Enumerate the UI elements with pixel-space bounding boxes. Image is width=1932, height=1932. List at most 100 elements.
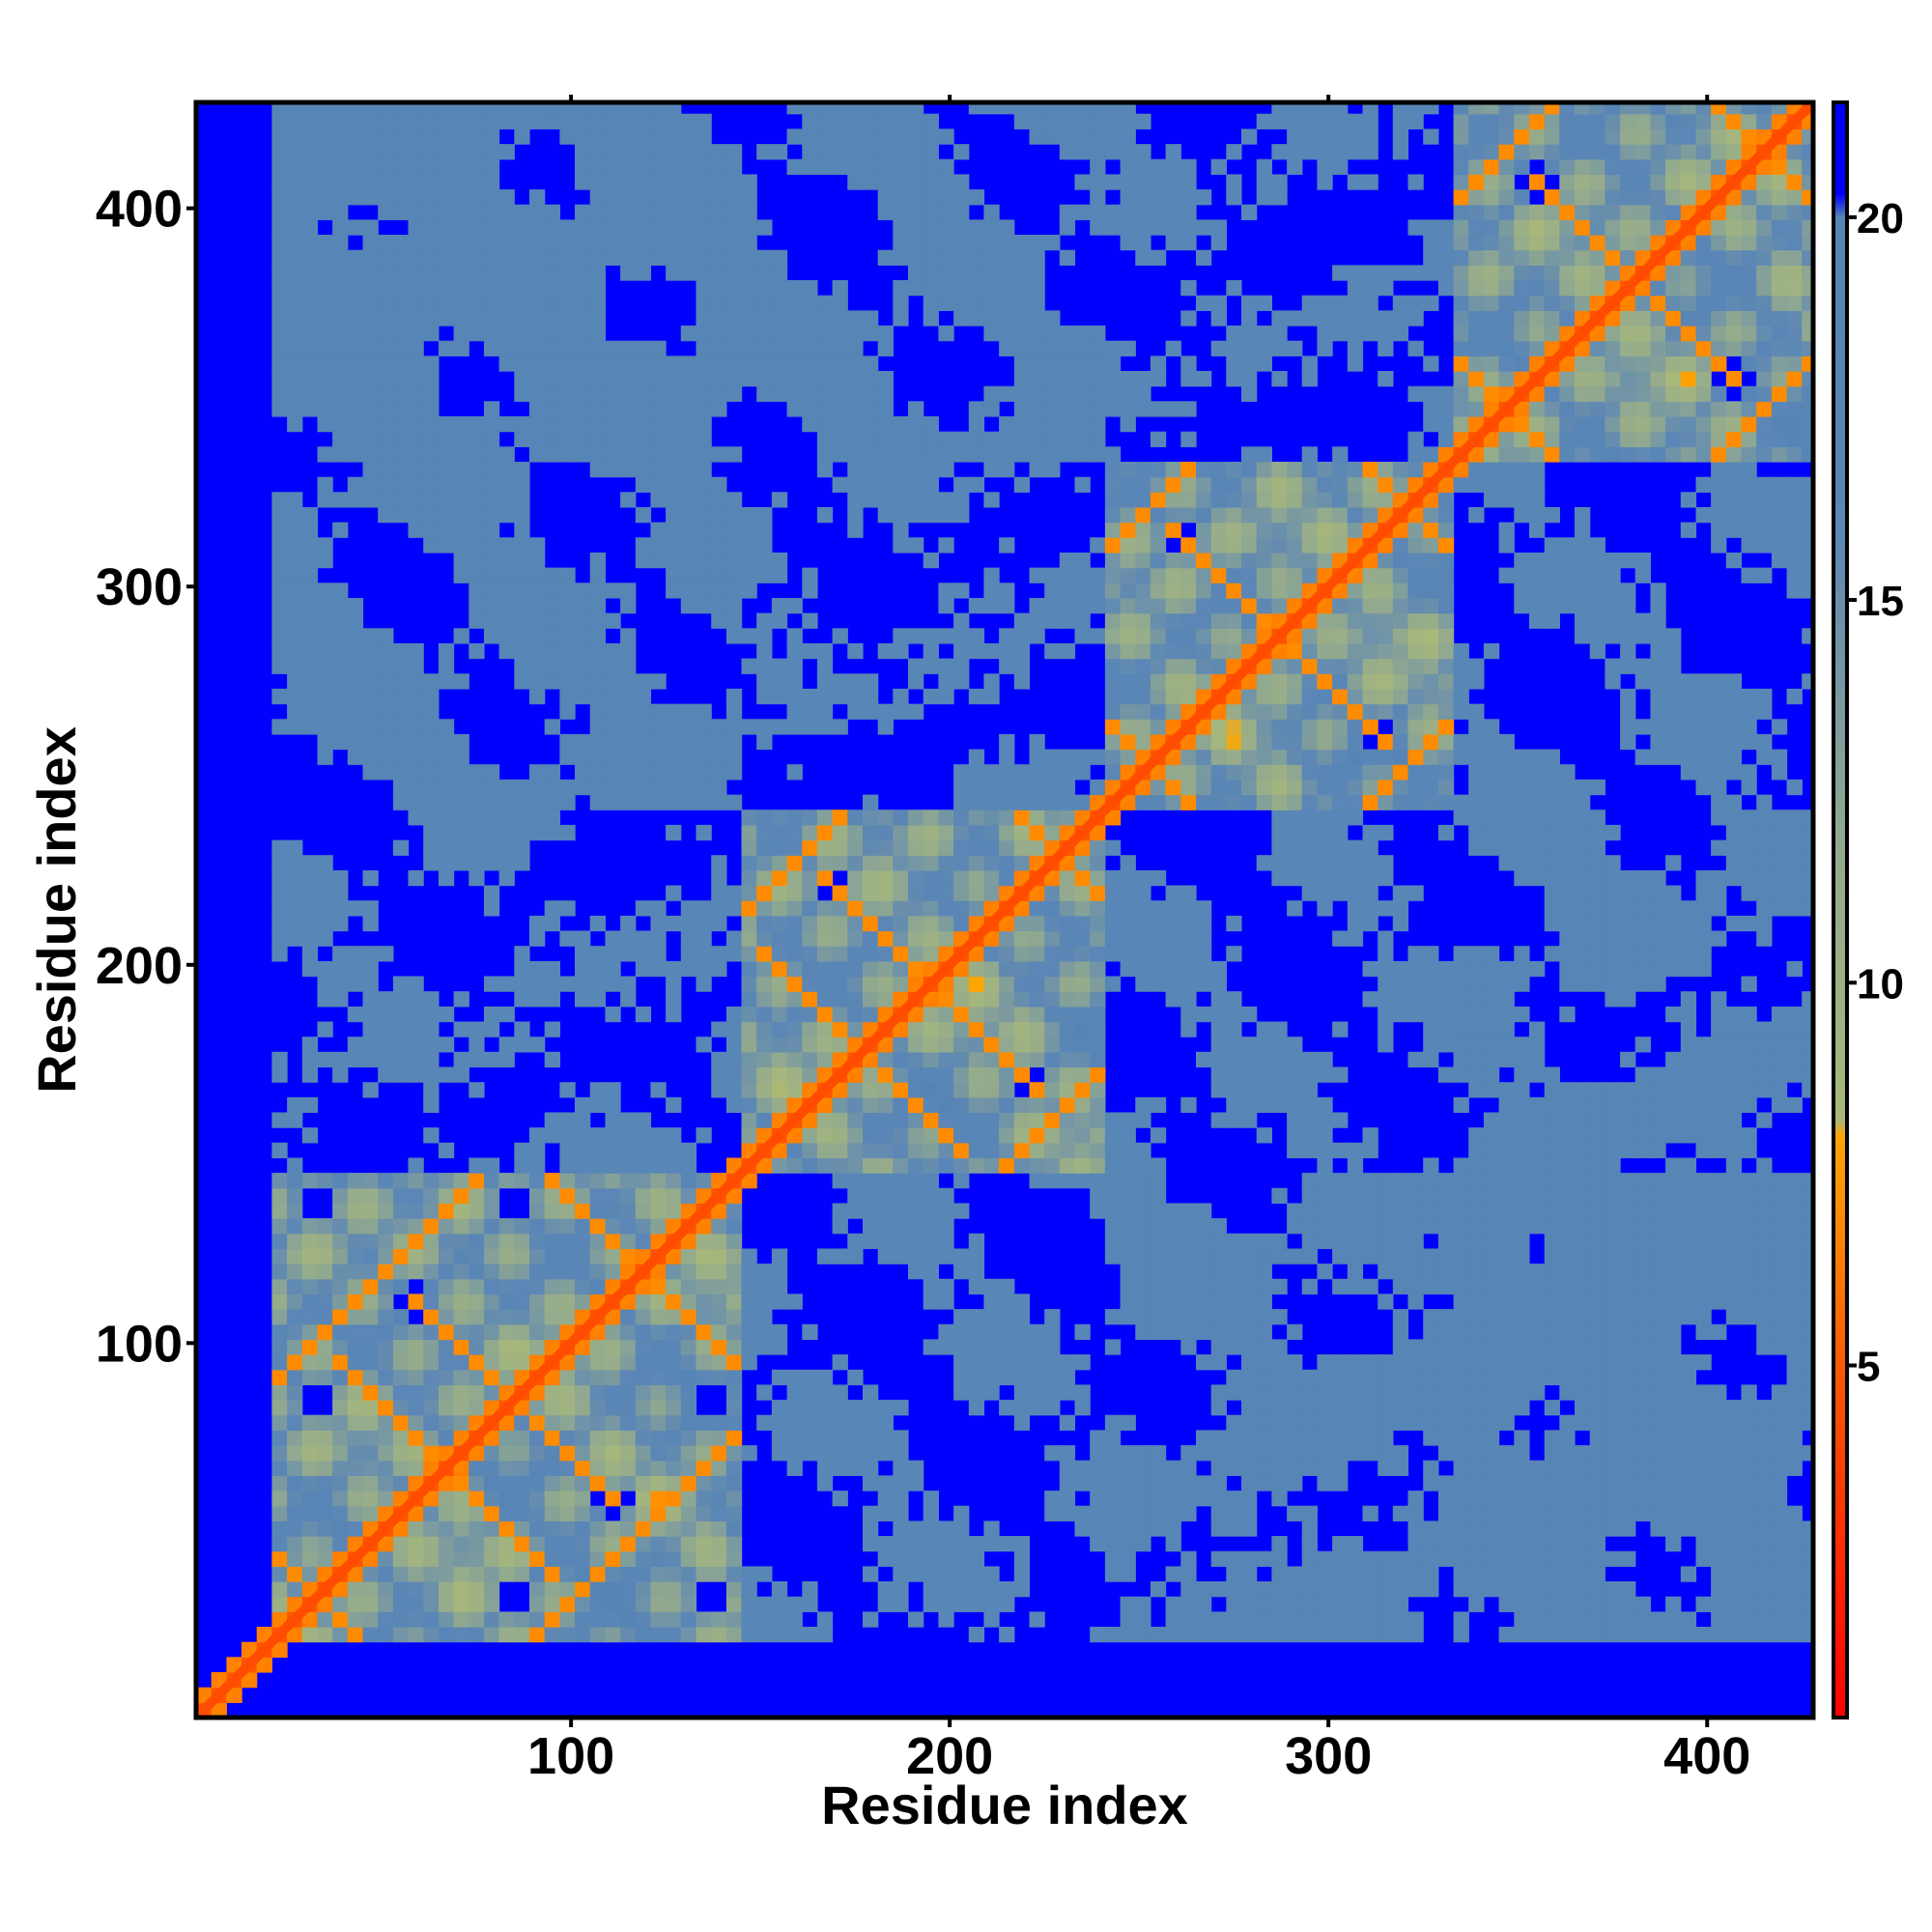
heatmap-cell	[392, 1218, 410, 1235]
heatmap-cell	[1180, 1309, 1197, 1325]
heatmap-cell	[953, 189, 970, 206]
heatmap-cell	[847, 991, 864, 1008]
heatmap-cell	[680, 1384, 697, 1401]
heatmap-cell	[438, 1430, 455, 1446]
heatmap-cell	[1287, 1354, 1303, 1371]
heatmap-cell	[756, 249, 773, 266]
heatmap-cell	[559, 642, 576, 660]
heatmap-cell	[1165, 507, 1181, 524]
heatmap-cell	[725, 385, 743, 402]
heatmap-cell	[983, 326, 1000, 342]
heatmap-cell	[1029, 1112, 1045, 1128]
heatmap-cell	[1074, 446, 1091, 463]
heatmap-cell	[1317, 1157, 1333, 1174]
heatmap-cell	[711, 598, 727, 614]
heatmap-cell	[1074, 930, 1091, 947]
heatmap-cell	[408, 1021, 424, 1037]
heatmap-cell	[1165, 885, 1181, 901]
heatmap-cell	[1029, 824, 1045, 841]
heatmap-cell	[1226, 764, 1242, 781]
heatmap-cell	[1317, 1218, 1333, 1235]
heatmap-cell	[696, 824, 712, 841]
heatmap-cell	[362, 1369, 379, 1386]
heatmap-cell	[832, 113, 848, 129]
heatmap-cell	[620, 991, 637, 1008]
heatmap-cell	[423, 371, 440, 387]
heatmap-cell	[1362, 567, 1378, 583]
heatmap-cell	[1317, 824, 1333, 841]
heatmap-cell	[498, 1293, 515, 1310]
heatmap-cell	[332, 1233, 349, 1250]
heatmap-cell	[620, 688, 637, 705]
heatmap-cell	[271, 326, 288, 342]
heatmap-cell	[832, 1157, 848, 1174]
heatmap-cell	[999, 1369, 1015, 1386]
heatmap-cell	[483, 612, 500, 629]
heatmap-cell	[559, 1491, 576, 1507]
heatmap-cell	[802, 688, 818, 705]
heatmap-cell	[438, 128, 455, 145]
heatmap-cell	[1317, 295, 1333, 311]
heatmap-cell	[938, 295, 954, 311]
heatmap-cell	[392, 1445, 410, 1462]
heatmap-cell	[301, 1066, 319, 1083]
heatmap-cell	[301, 598, 319, 614]
heatmap-cell	[453, 1323, 469, 1341]
heatmap-cell	[786, 1384, 803, 1401]
heatmap-cell	[938, 1323, 954, 1341]
heatmap-cell	[1256, 1475, 1272, 1492]
heatmap-cell	[301, 1627, 319, 1643]
heatmap-cell	[666, 219, 682, 236]
heatmap-cell	[832, 1414, 848, 1431]
heatmap-cell	[1271, 1400, 1288, 1416]
heatmap-cell	[983, 1096, 1000, 1114]
heatmap-cell	[953, 249, 970, 266]
heatmap-cell	[438, 1581, 455, 1598]
heatmap-cell	[1029, 598, 1045, 614]
heatmap-cell	[408, 1354, 424, 1371]
heatmap-cell	[1180, 204, 1197, 220]
heatmap-cell	[953, 915, 970, 932]
heatmap-cell	[650, 1323, 667, 1341]
heatmap-cell	[1226, 749, 1242, 765]
heatmap-cell	[863, 1400, 879, 1416]
heatmap-cell	[514, 1491, 530, 1507]
heatmap-cell	[1165, 1278, 1181, 1295]
heatmap-cell	[589, 598, 606, 614]
heatmap-cell	[453, 1021, 469, 1037]
heatmap-cell	[453, 1505, 469, 1521]
heatmap-cell	[999, 385, 1015, 402]
heatmap-cell	[1210, 1006, 1227, 1023]
heatmap-cell	[483, 1460, 500, 1476]
heatmap-cell	[893, 507, 909, 524]
heatmap-cell	[483, 628, 500, 644]
heatmap-cell	[438, 249, 455, 266]
heatmap-cell	[816, 102, 834, 115]
heatmap-cell	[968, 1400, 985, 1416]
heatmap-cell	[438, 1203, 455, 1219]
heatmap-cell	[347, 703, 364, 720]
heatmap-cell	[1271, 567, 1288, 583]
heatmap-cell	[453, 1248, 469, 1264]
heatmap-cell	[575, 946, 591, 962]
heatmap-cell	[832, 128, 848, 145]
heatmap-cell	[287, 1278, 303, 1295]
heatmap-cell	[741, 265, 757, 281]
heatmap-cell	[1150, 1264, 1167, 1280]
heatmap-cell	[650, 1309, 667, 1325]
heatmap-cell	[347, 492, 364, 508]
heatmap-cell	[1301, 1051, 1318, 1068]
heatmap-cell	[514, 855, 530, 871]
heatmap-cell	[741, 1037, 757, 1053]
heatmap-cell	[650, 703, 667, 720]
heatmap-cell	[1332, 1596, 1349, 1612]
heatmap-cell	[832, 1460, 848, 1476]
heatmap-cell	[287, 492, 303, 508]
heatmap-cell	[711, 719, 727, 735]
heatmap-cell	[696, 794, 712, 810]
heatmap-cell	[1044, 976, 1061, 992]
heatmap-cell	[983, 1127, 1000, 1144]
heatmap-cell	[680, 355, 697, 372]
heatmap-cell	[1074, 628, 1091, 644]
heatmap-cell	[1104, 946, 1122, 962]
